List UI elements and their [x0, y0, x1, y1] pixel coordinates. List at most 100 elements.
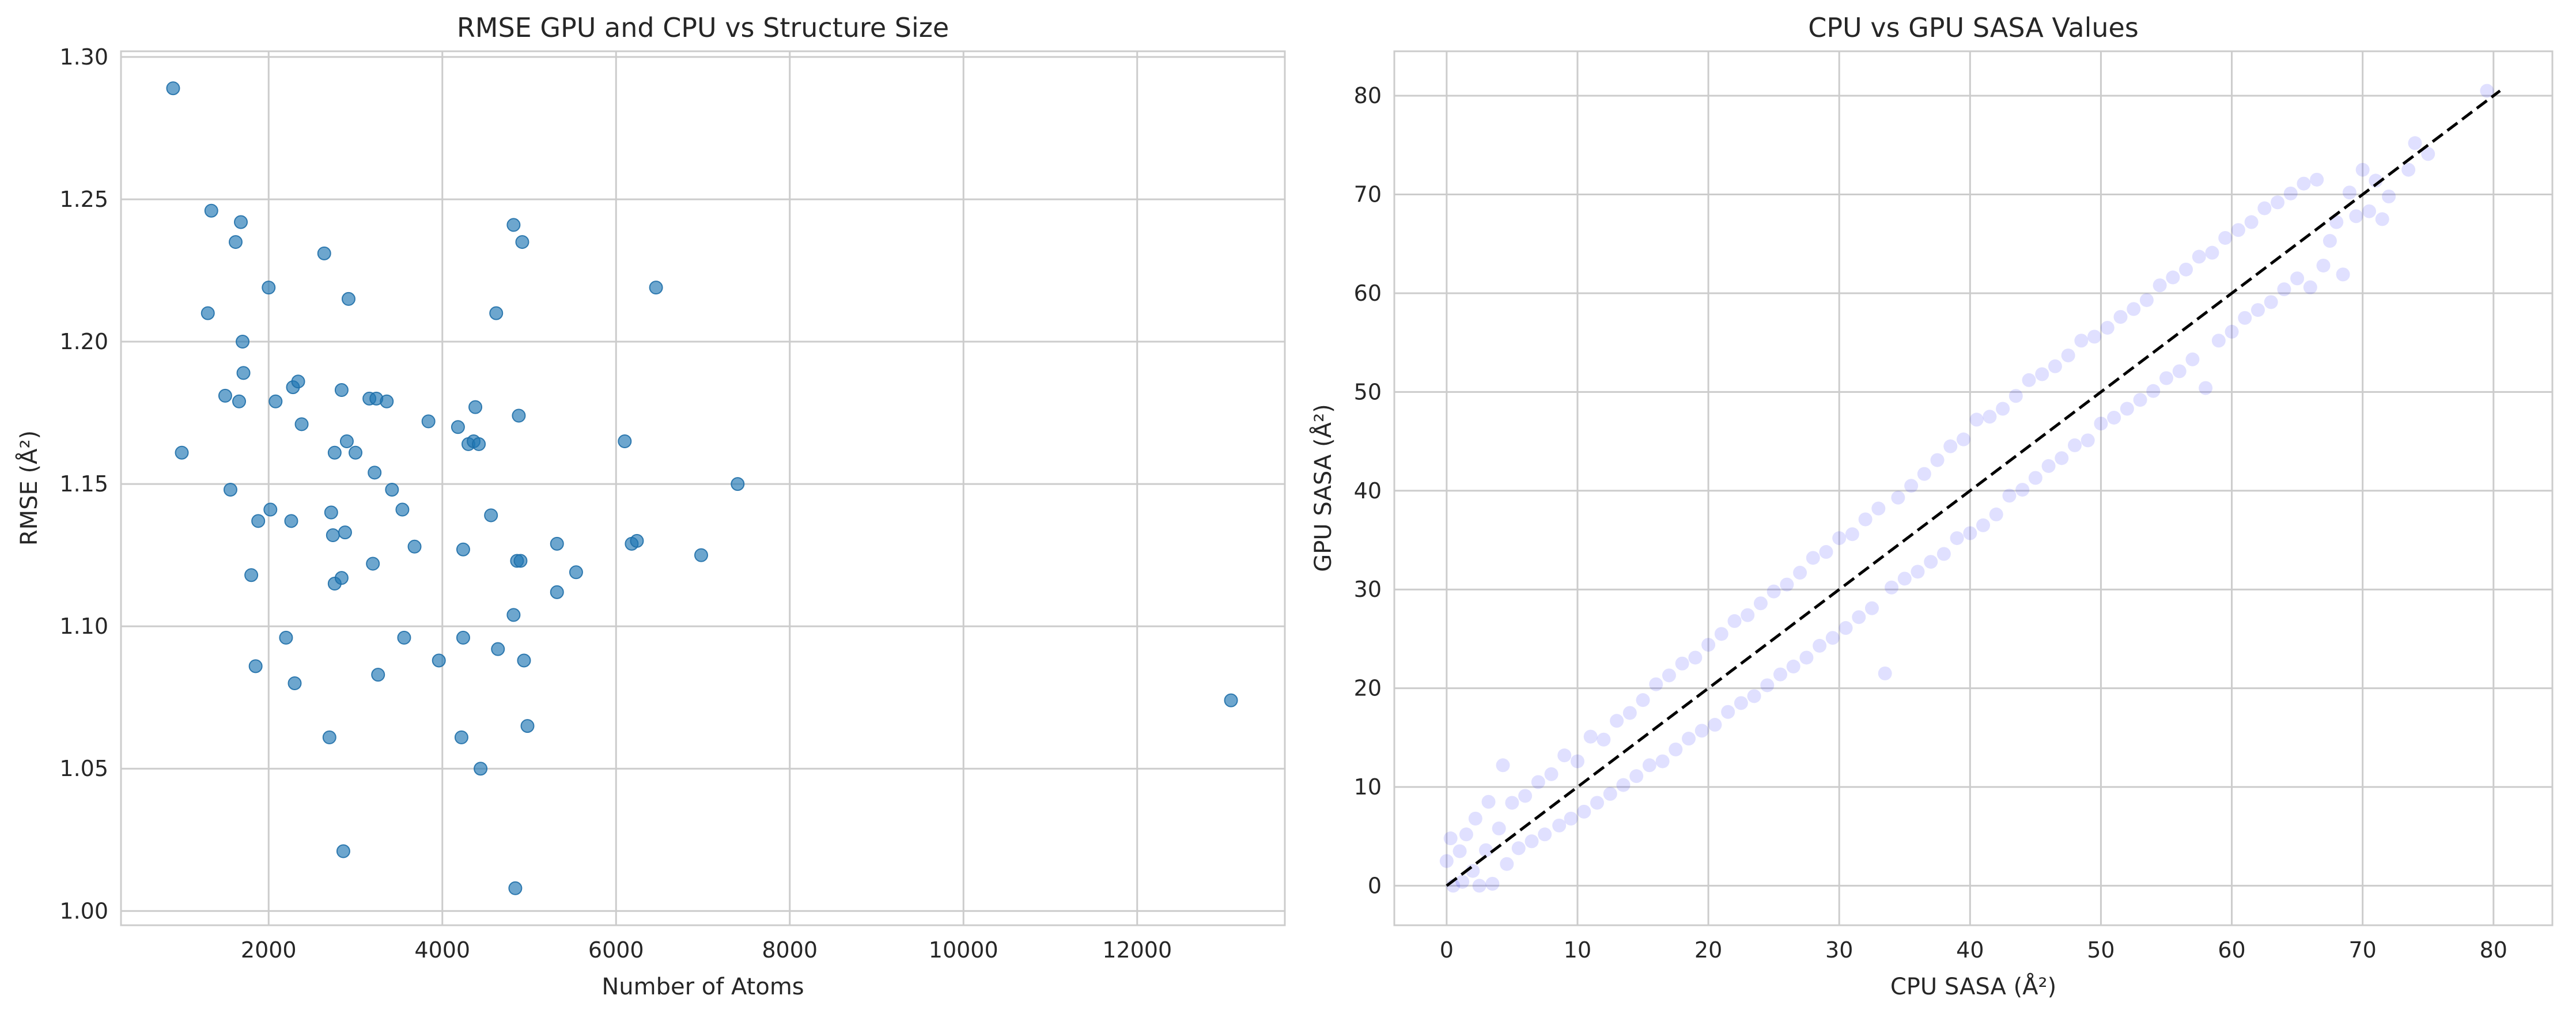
right-data-point [2342, 186, 2356, 200]
right-y-tick-label: 60 [1354, 281, 1382, 306]
right-data-point [1714, 627, 1728, 641]
right-data-point [1852, 610, 1866, 625]
right-y-tick-label: 50 [1354, 379, 1382, 404]
left-data-point [248, 659, 263, 673]
right-data-point [2329, 215, 2344, 229]
right-data-point [2244, 215, 2259, 229]
left-data-point [371, 668, 385, 682]
left-data-point [324, 505, 338, 520]
left-data-point [236, 335, 250, 349]
right-data-point [1468, 811, 1482, 826]
left-data-point [232, 394, 247, 408]
right-data-point [1603, 787, 1617, 801]
left-data-point [468, 400, 483, 414]
left-data-point [175, 445, 189, 460]
right-data-point [1813, 638, 1827, 653]
right-data-point [2264, 295, 2278, 309]
right-data-point [2094, 417, 2108, 431]
left-data-point [201, 306, 215, 320]
right-data-point [2002, 489, 2017, 503]
right-data-point [1538, 827, 1552, 842]
left-data-point [291, 374, 305, 389]
right-data-point [2250, 303, 2265, 317]
right-data-point [1747, 689, 1761, 703]
right-data-point [1839, 621, 1853, 635]
right-data-point [2100, 320, 2114, 335]
right-data-point [2290, 271, 2305, 286]
right-data-point [1518, 789, 1533, 803]
right-data-point [2355, 162, 2370, 177]
left-data-point [506, 218, 521, 232]
right-data-point [1793, 566, 1807, 580]
right-data-point [2271, 195, 2285, 210]
right-data-point [1570, 754, 1584, 769]
right-data-point [2139, 293, 2154, 307]
right-data-point [2277, 282, 2291, 297]
right-data-point [1989, 507, 2003, 521]
right-data-point [2179, 262, 2193, 277]
right-data-point [2322, 234, 2337, 248]
right-data-point [1936, 547, 1951, 561]
right-data-point [1734, 696, 1748, 710]
right-x-tick-label: 80 [2480, 937, 2507, 963]
right-data-point [1557, 748, 1572, 763]
right-data-point [1885, 580, 1899, 595]
left-data-point [339, 434, 354, 448]
left-data-point [204, 203, 218, 218]
right-data-point [2225, 324, 2239, 339]
right-data-point [1917, 467, 1931, 481]
left-data-point [380, 394, 394, 408]
left-points [166, 81, 1238, 895]
left-data-point [456, 542, 470, 557]
right-data-point [2401, 162, 2416, 177]
right-data-point [2015, 483, 2030, 497]
left-data-point [166, 81, 180, 96]
right-data-point [2081, 433, 2095, 448]
right-data-point [2133, 393, 2147, 407]
right-data-point [1443, 831, 1458, 846]
right-data-point [1708, 718, 1722, 732]
right-data-point [1943, 439, 1958, 453]
left-y-axis-label: RMSE (Å²) [15, 430, 43, 546]
left-data-point [569, 565, 583, 580]
right-data-point [1675, 656, 1689, 671]
right-data-point [2061, 348, 2075, 362]
right-data-point [2297, 176, 2311, 191]
left-data-point [385, 482, 399, 497]
left-data-point [279, 630, 293, 645]
right-data-point [2185, 352, 2200, 366]
left-data-point [288, 676, 302, 690]
left-data-point [489, 306, 504, 320]
right-data-point [1878, 666, 1892, 680]
right-data-point [2166, 270, 2180, 285]
left-chart-title: RMSE GPU and CPU vs Structure Size [457, 12, 949, 43]
right-data-point [2375, 212, 2389, 226]
right-data-point [2211, 334, 2226, 348]
left-data-point [506, 608, 521, 622]
right-grid [1394, 51, 2552, 925]
right-data-point [1472, 879, 1486, 893]
left-data-point [395, 502, 410, 517]
left-y-tick-label: 1.05 [59, 756, 108, 781]
left-data-point [731, 477, 745, 491]
right-y-axis-label: GPU SASA (Å²) [1309, 404, 1337, 572]
left-data-point [421, 414, 436, 429]
left-data-point [322, 730, 336, 744]
right-data-point [1930, 453, 1945, 467]
right-points [1439, 84, 2494, 893]
right-data-point [1753, 596, 1768, 611]
right-data-point [1610, 714, 1624, 728]
right-data-point [1950, 531, 1964, 546]
left-data-point [454, 730, 468, 744]
left-data-point [456, 630, 470, 645]
right-data-point [1806, 551, 1820, 565]
left-data-point [630, 533, 644, 548]
left-y-tick-label: 1.15 [59, 471, 108, 497]
left-data-point [294, 417, 309, 432]
left-data-point [228, 235, 243, 249]
right-data-point [1642, 758, 1656, 773]
right-data-point [2336, 267, 2350, 282]
left-x-tick-label: 4000 [414, 937, 470, 963]
right-data-point [2087, 330, 2102, 344]
right-data-point [1544, 767, 1559, 781]
